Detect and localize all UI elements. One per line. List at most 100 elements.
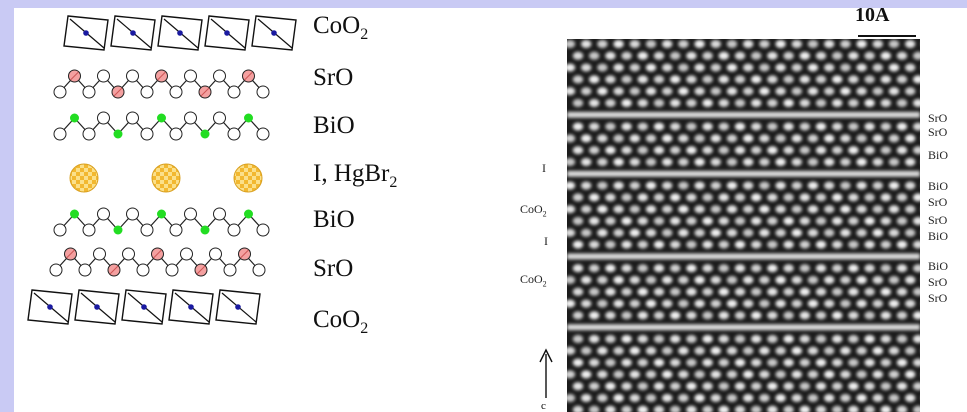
lattice-spot <box>888 370 900 379</box>
lattice-spot <box>880 240 891 249</box>
oxygen-atom <box>82 223 96 237</box>
lattice-spot <box>662 276 673 284</box>
lattice-spot <box>743 370 754 379</box>
lattice-streak <box>567 324 920 331</box>
lattice-spot <box>751 122 762 131</box>
lattice-spot <box>572 51 584 60</box>
lattice-spot <box>605 193 616 202</box>
oxygen-atom <box>227 85 241 99</box>
lattice-spot <box>767 99 778 107</box>
lattice-spot <box>840 370 851 379</box>
lattice-spot <box>815 240 827 249</box>
oxygen-atom <box>165 263 179 277</box>
lattice-spot <box>621 75 632 84</box>
oxygen-atom <box>53 223 67 237</box>
lattice-spot <box>856 370 867 379</box>
lattice-spot <box>815 358 827 367</box>
lattice-spot <box>759 181 770 190</box>
lattice-spot <box>613 158 624 166</box>
lattice-spot <box>759 40 770 48</box>
lattice-spot <box>613 205 624 214</box>
lattice-spot <box>605 240 616 249</box>
lattice-spot <box>629 346 640 355</box>
lattice-spot <box>645 370 657 379</box>
lattice-spot <box>662 63 673 72</box>
lattice-spot <box>670 122 681 131</box>
scale-bar-label: 10A <box>855 4 890 26</box>
oxygen-atom <box>180 247 193 261</box>
lattice-spot <box>734 382 746 391</box>
lattice-spot <box>856 299 867 308</box>
lattice-spot <box>791 205 802 214</box>
lattice-spot <box>896 75 908 84</box>
lattice-spot <box>726 346 738 355</box>
oxygen-atom <box>140 85 154 99</box>
lattice-spot <box>597 63 608 72</box>
lattice-spot <box>840 181 851 190</box>
lattice-spot <box>888 228 900 237</box>
micrograph-lattice <box>567 40 939 412</box>
lattice-spot <box>653 405 665 412</box>
lattice-spot <box>864 75 875 84</box>
lattice-spot <box>605 264 616 273</box>
lattice-spot <box>589 287 600 296</box>
lattice-spot <box>694 276 705 284</box>
lattice-spot <box>718 99 729 107</box>
oxygen-atom <box>169 85 183 99</box>
lattice-spot <box>905 370 916 379</box>
lattice-spot <box>921 394 931 402</box>
lattice-spot <box>645 276 657 284</box>
hatch-mark <box>153 249 162 259</box>
lattice-spot <box>621 358 632 367</box>
lattice-spot <box>572 75 584 84</box>
oxygen-atom <box>122 247 135 261</box>
lattice-spot <box>888 181 900 190</box>
lattice-spot <box>799 51 810 60</box>
lattice-spot <box>726 394 738 402</box>
lattice-spot <box>896 405 908 412</box>
lattice-spot <box>670 240 681 249</box>
lattice-spot <box>605 335 616 343</box>
lattice-spot <box>929 359 939 367</box>
lattice-spot <box>662 370 673 379</box>
lattice-spot <box>896 193 908 202</box>
lattice-spot <box>743 276 754 284</box>
lattice-spot <box>589 193 600 202</box>
lattice-spot <box>653 99 665 107</box>
lattice-spot <box>767 146 778 155</box>
lattice-spot <box>832 75 843 84</box>
lattice-spot <box>799 99 810 107</box>
micrograph-label-right: SrO <box>928 125 948 139</box>
lattice-spot <box>653 311 665 320</box>
lattice-spot <box>629 276 640 284</box>
lattice-spot <box>848 193 859 202</box>
hatch-mark <box>200 87 210 97</box>
lattice-spot <box>662 181 673 190</box>
lattice-spot <box>840 134 851 143</box>
lattice-spot <box>848 217 859 225</box>
lattice-spot <box>572 122 584 131</box>
lattice-spot <box>702 193 713 202</box>
lattice-streak <box>567 253 920 260</box>
bio-top-metal-atom <box>157 113 166 123</box>
hatch-mark <box>66 249 75 259</box>
lattice-spot <box>605 122 616 131</box>
lattice-spot <box>783 358 794 367</box>
lattice-spot <box>581 205 592 214</box>
lattice-spot <box>678 299 689 308</box>
lattice-spot <box>694 228 705 237</box>
lattice-spot <box>775 346 786 355</box>
lattice-spot <box>662 134 673 143</box>
lattice-spot <box>751 240 762 249</box>
lattice-spot <box>896 122 908 131</box>
lattice-spot <box>815 335 827 343</box>
lattice-spot <box>832 51 843 60</box>
lattice-spot <box>872 205 883 214</box>
lattice-spot <box>653 75 665 84</box>
layer-label-i-hgbr2: I, HgBr2 <box>313 160 398 191</box>
lattice-spot <box>872 158 883 166</box>
lattice-spot <box>751 358 762 367</box>
oxygen-atom <box>140 127 154 141</box>
oxygen-atom <box>78 263 92 277</box>
iodine-atom <box>233 163 263 193</box>
